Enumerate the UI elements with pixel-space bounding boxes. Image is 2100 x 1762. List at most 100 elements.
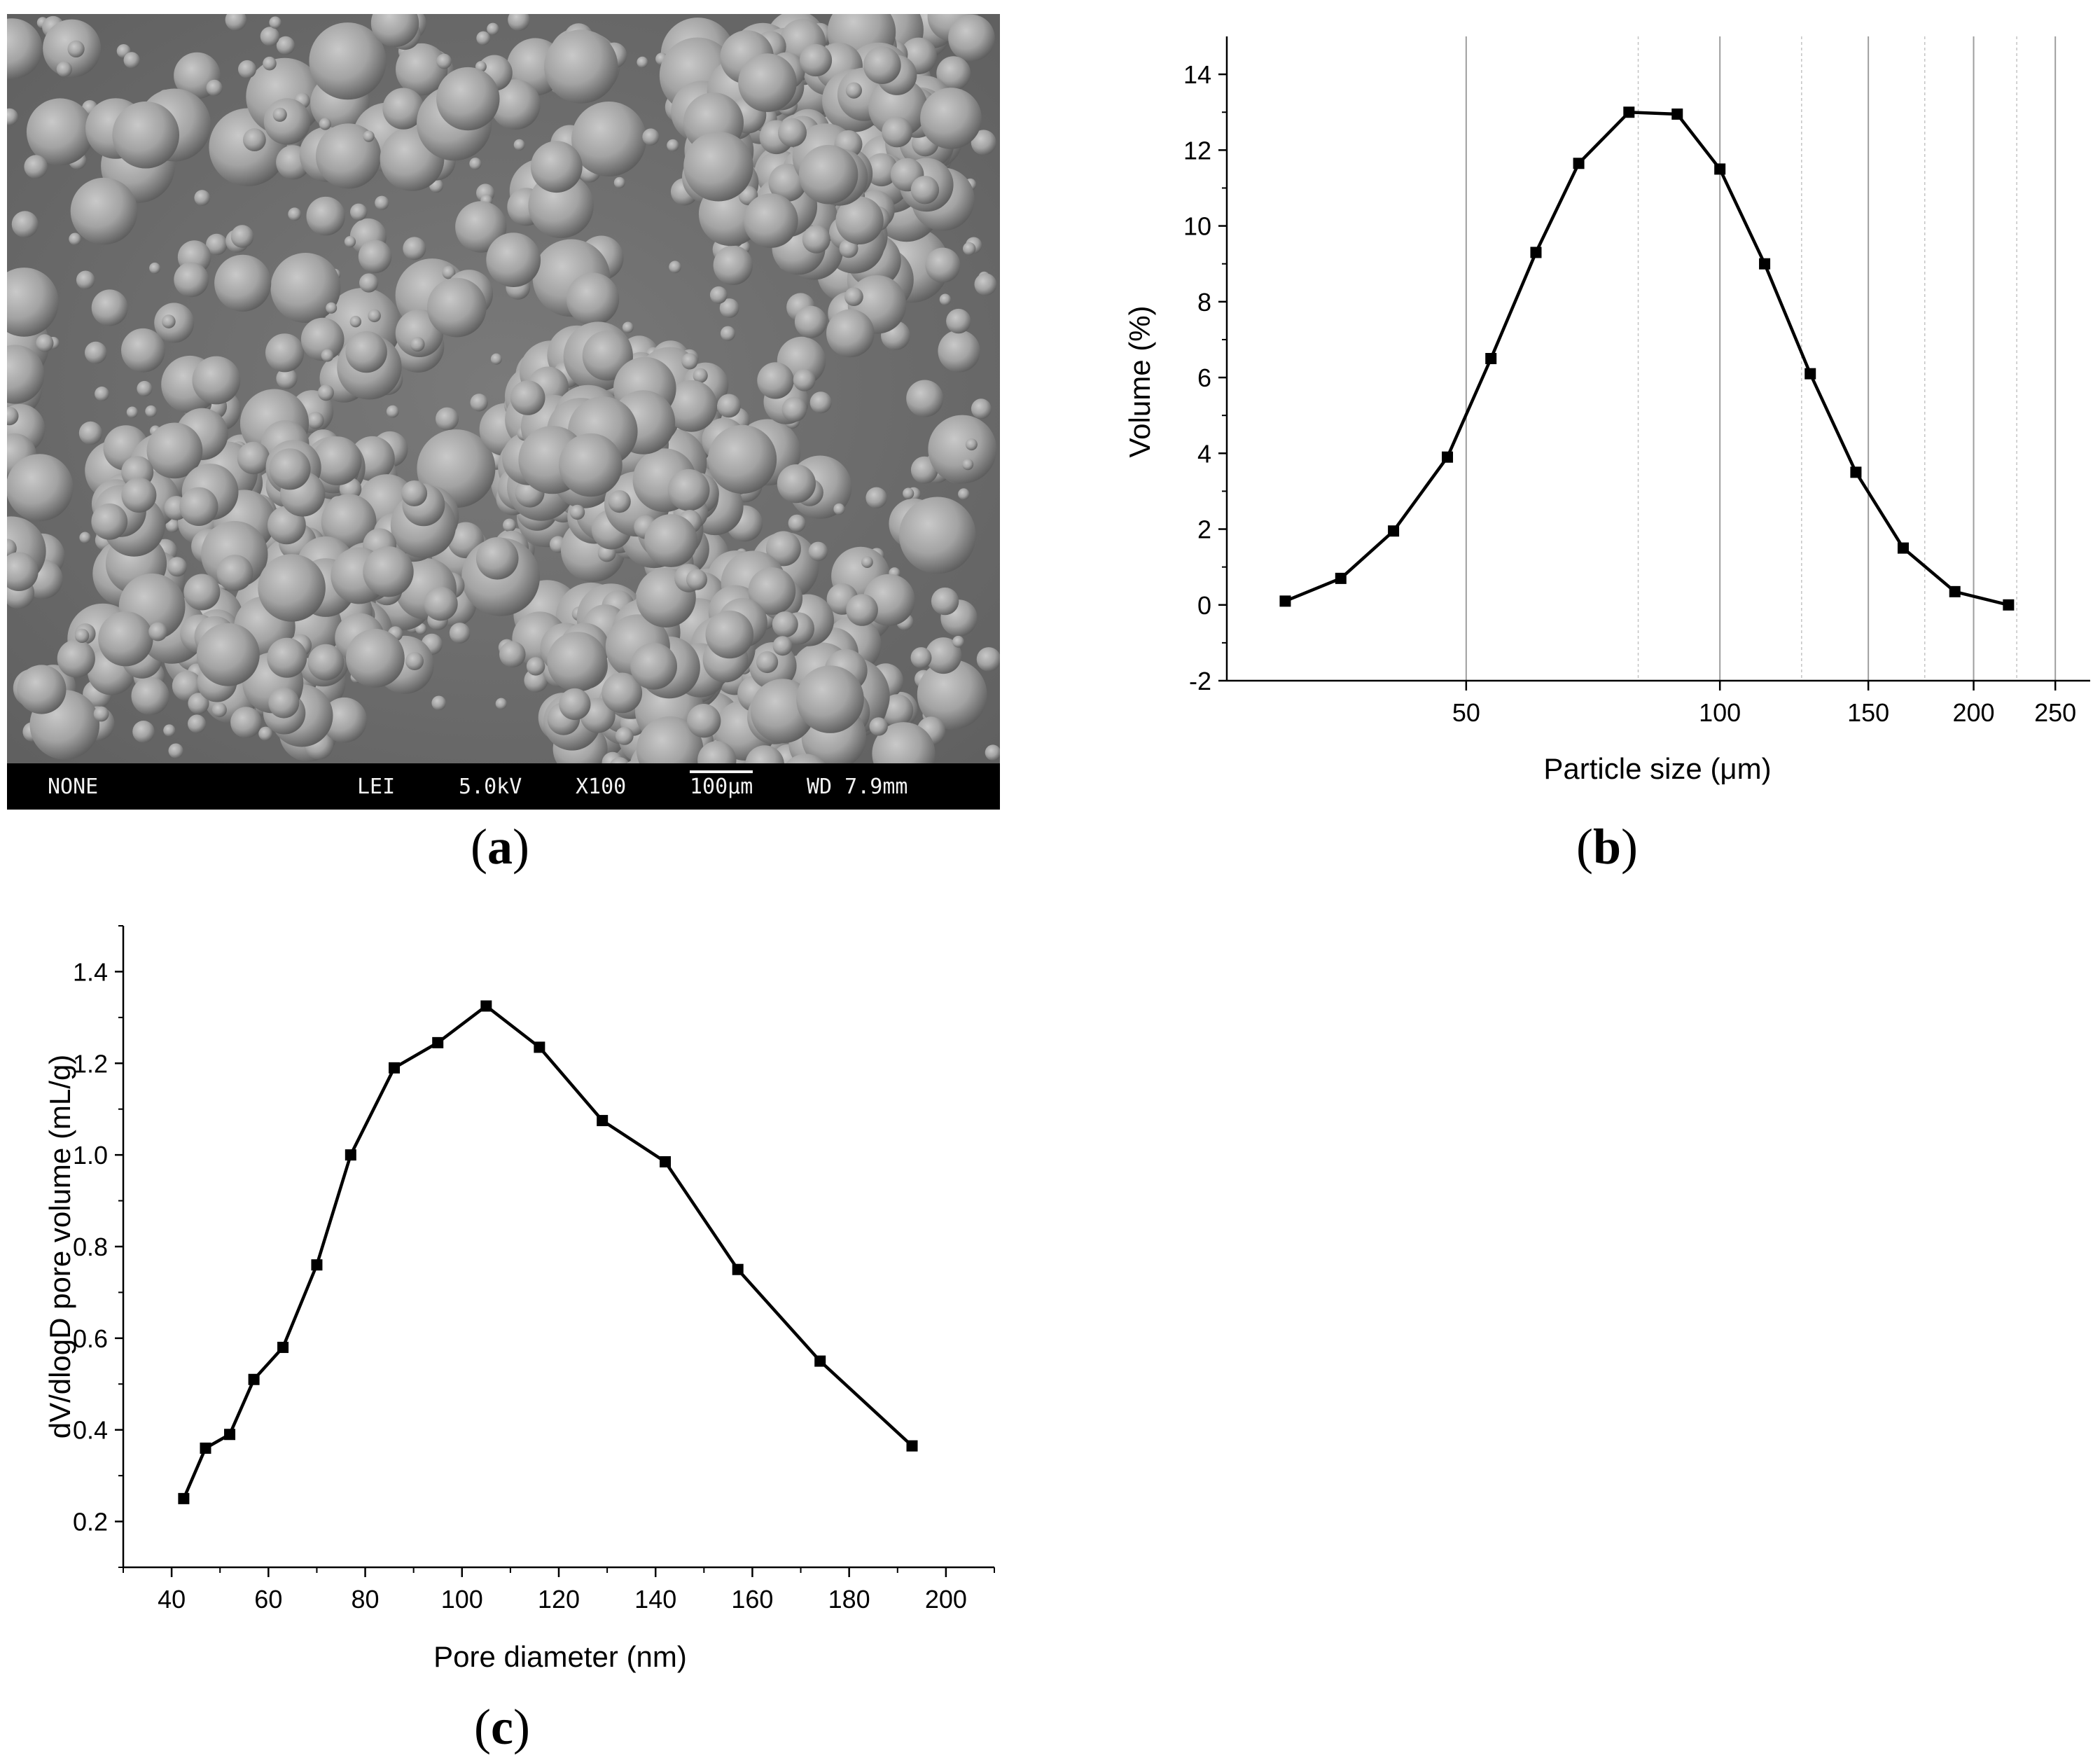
chart-c: 0.2 0.4 0.6 0.8 1.0 1.2 1.4 40 60 80 100 120 140 160 1…: [43, 925, 995, 1673]
sem-agglomerate-particle: [602, 672, 643, 714]
sem-particle: [449, 623, 471, 644]
sem-particle: [906, 380, 944, 417]
sem-agglomerate-particle: [559, 433, 623, 497]
sem-particle: [76, 270, 95, 290]
sem-agglomerate-particle: [237, 441, 270, 475]
sem-particle: [85, 341, 107, 364]
sem-particle: [544, 29, 618, 104]
sem-agglomerate-particle: [802, 225, 830, 254]
chart-b-y-tick-label: -2: [1189, 667, 1211, 695]
sem-agglomerate-particle: [743, 193, 798, 248]
sem-particle: [962, 459, 974, 471]
sem-agglomerate-particle: [547, 632, 607, 692]
chart-c-series: [178, 1000, 918, 1504]
chart-c-data-point: [432, 1036, 444, 1048]
sem-particle: [794, 305, 827, 338]
sem-particle: [526, 657, 545, 676]
sem-agglomerate-particle: [630, 642, 677, 690]
sem-agglomerate-particle: [167, 557, 187, 577]
chart-c-y-tick-label: 1.4: [73, 957, 108, 986]
chart-c-data-point: [389, 1062, 401, 1074]
sem-particle: [24, 155, 48, 179]
chart-b-x-tick-label: 200: [1952, 698, 1994, 727]
sem-particle: [476, 31, 491, 46]
sem-agglomerate-particle: [798, 144, 858, 204]
sem-particle: [26, 98, 94, 166]
sem-particle: [490, 79, 541, 130]
sem-agglomerate-particle: [772, 611, 798, 637]
sem-particle: [971, 130, 996, 155]
sem-particle: [490, 353, 502, 365]
sem-agglomerate-particle: [667, 469, 710, 511]
sem-particle: [846, 594, 878, 626]
sem-agglomerate-particle: [216, 555, 253, 591]
chart-b-x-tick-label: 150: [1847, 698, 1889, 727]
chart-c-axes: [122, 926, 994, 1569]
sem-particle: [925, 637, 962, 674]
sem-particle: [788, 514, 806, 532]
caption-c-letter: c: [491, 1699, 513, 1755]
sem-agglomerate-particle: [756, 651, 779, 674]
chart-b-data-point: [1805, 368, 1816, 380]
sem-particle: [359, 273, 379, 293]
chart-c-data-point: [345, 1149, 356, 1161]
sem-agglomerate-particle: [98, 611, 153, 667]
sem-particle: [306, 196, 345, 236]
sem-particle: [192, 356, 241, 405]
sem-particle: [7, 268, 59, 337]
chart-b-data-point: [1850, 466, 1862, 478]
chart-b-y-tick-label: 4: [1197, 439, 1211, 468]
chart-b-y-tick-label: 0: [1197, 591, 1211, 620]
sem-particle: [571, 102, 647, 176]
sem-particle: [985, 744, 1000, 761]
sem-particle: [642, 128, 660, 146]
sem-particle: [7, 108, 18, 125]
chart-b-data-point: [1623, 106, 1635, 118]
sem-agglomerate-particle: [424, 586, 458, 621]
sem-particle: [426, 277, 487, 338]
sem-particle: [112, 101, 179, 169]
sem-particle: [948, 14, 995, 62]
sem-particle: [442, 265, 456, 279]
chart-c-x-axis-label: Pore diameter (nm): [433, 1640, 687, 1673]
sem-agglomerate-particle: [401, 480, 428, 506]
sem-particle: [70, 177, 138, 245]
sem-particle: [7, 406, 19, 426]
sem-particle: [669, 261, 681, 274]
chart-c-x-tick-label: 200: [925, 1585, 967, 1614]
chart-b-series-line: [1284, 110, 2009, 606]
sem-micrograph: NONE LEI 5.0kV X100 100μm WD 7.9mm: [7, 14, 1000, 810]
sem-particle: [265, 333, 305, 373]
sem-mode: NONE: [48, 775, 99, 799]
sem-particle: [709, 286, 728, 304]
sem-particle: [188, 714, 207, 733]
sem-agglomerate-particle: [615, 727, 634, 745]
sem-particle: [938, 330, 980, 373]
chart-b: -2 0 2 4 6 8 10 12 14 50 100 150 200 250 Particle siz…: [1123, 36, 2090, 785]
sem-agglomerate-particle: [91, 503, 128, 540]
sem-agglomerate-particle: [799, 43, 833, 77]
sem-scale-bar: 100μm: [690, 770, 753, 799]
sem-particle: [622, 321, 634, 333]
sem-agglomerate-particle: [321, 494, 377, 550]
sem-particle: [206, 79, 223, 96]
caption-b-letter: b: [1592, 819, 1622, 875]
sem-particle: [349, 316, 361, 328]
sem-particle: [436, 407, 459, 431]
sem-particle: [243, 128, 266, 152]
sem-particle: [958, 488, 970, 500]
sem-particle: [946, 308, 971, 334]
chart-b-x-tick-label: 250: [2034, 698, 2076, 727]
chart-b-y-tick-label: 6: [1197, 363, 1211, 392]
sem-particle: [495, 698, 507, 709]
chart-b-y-tick-label: 12: [1183, 136, 1211, 165]
sem-particle: [270, 253, 341, 323]
chart-c-x-tick-label: 100: [441, 1585, 483, 1614]
sem-particle: [79, 532, 91, 543]
sem-agglomerate-particle: [683, 131, 753, 202]
sem-agglomerate-particle: [693, 368, 708, 383]
chart-c-y-tick-label: 0.4: [73, 1416, 108, 1445]
chart-c-data-point: [224, 1429, 236, 1441]
sem-particle: [370, 14, 419, 48]
sem-particle: [487, 22, 499, 35]
